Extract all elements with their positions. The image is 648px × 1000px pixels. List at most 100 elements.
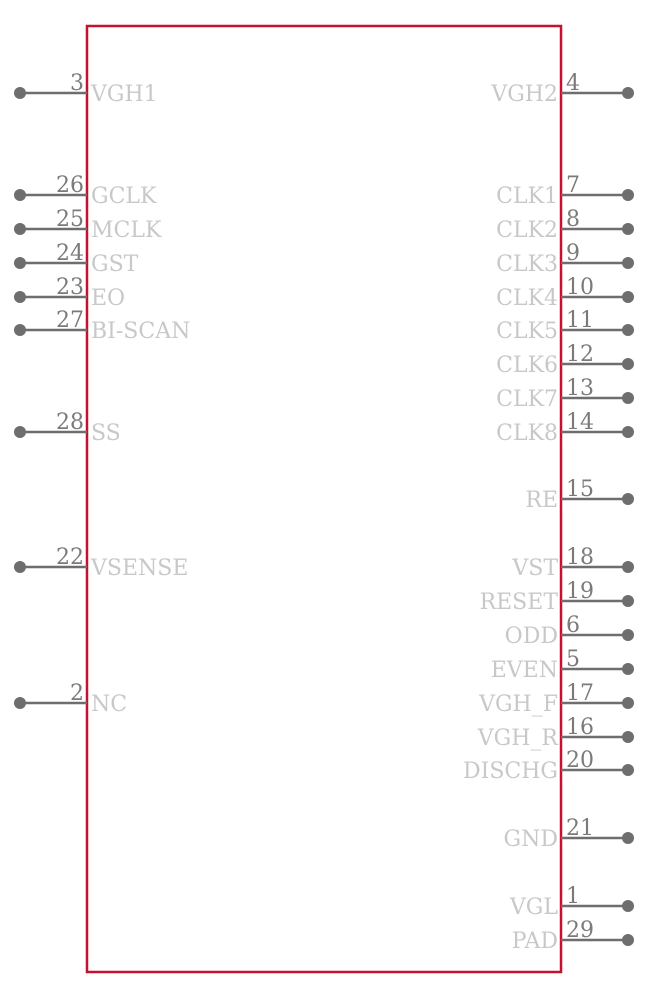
pin-number: 7 [566, 173, 580, 198]
pin-endpoint [622, 731, 634, 743]
pin-endpoint [14, 257, 26, 269]
pin-27: 27 BI-SCAN [14, 308, 190, 344]
pin-endpoint [14, 324, 26, 336]
pin-22: 22 VSENSE [14, 545, 188, 581]
pin-number: 19 [566, 579, 594, 604]
pin-11: 11 CLK5 [496, 308, 634, 344]
pin-number: 5 [566, 647, 580, 672]
pin-name: EO [91, 286, 125, 311]
pin-endpoint [622, 87, 634, 99]
pin-name: VGH_F [478, 692, 558, 717]
pin-name: GCLK [91, 184, 157, 209]
pin-14: 14 CLK8 [496, 410, 634, 446]
pin-endpoint [14, 291, 26, 303]
pin-endpoint [622, 257, 634, 269]
pin-17: 17 VGH_F [478, 681, 634, 717]
pin-endpoint [622, 934, 634, 946]
pin-name: CLK4 [496, 286, 558, 311]
pin-endpoint [622, 595, 634, 607]
component-body [85, 24, 563, 974]
pin-endpoint [622, 223, 634, 235]
pin-name: CLK2 [496, 218, 558, 243]
pin-9: 9 CLK3 [496, 241, 634, 277]
pin-23: 23 EO [14, 275, 125, 311]
pin-29: 29 PAD [512, 918, 634, 954]
pin-6: 6 ODD [505, 613, 634, 649]
pin-endpoint [622, 493, 634, 505]
pin-number: 10 [566, 275, 594, 300]
pin-name: CLK8 [496, 421, 558, 446]
pin-endpoint [14, 561, 26, 573]
pin-endpoint [14, 697, 26, 709]
pin-name: CLK7 [496, 387, 558, 412]
pin-12: 12 CLK6 [496, 342, 634, 378]
pin-endpoint [622, 900, 634, 912]
pin-number: 27 [56, 308, 84, 333]
pin-15: 15 RE [525, 477, 634, 513]
pin-name: DISCHG [463, 759, 558, 784]
pin-endpoint [622, 324, 634, 336]
pin-name: BI-SCAN [91, 319, 190, 344]
pin-number: 22 [56, 545, 84, 570]
pin-name: CLK1 [496, 184, 558, 209]
pin-number: 14 [566, 410, 594, 435]
pin-21: 21 GND [504, 816, 634, 852]
pin-name: GST [91, 252, 139, 277]
pin-name: VGH_R [477, 726, 560, 751]
pin-name: GND [504, 827, 558, 852]
pin-endpoint [14, 189, 26, 201]
pin-number: 17 [566, 681, 594, 706]
pin-number: 24 [56, 241, 84, 266]
pin-name: CLK5 [496, 319, 558, 344]
pin-endpoint [622, 291, 634, 303]
pin-name: VGL [509, 895, 558, 920]
pin-number: 18 [566, 545, 594, 570]
pin-number: 20 [566, 748, 594, 773]
pin-endpoint [622, 764, 634, 776]
pin-number: 6 [566, 613, 580, 638]
pin-name: VST [511, 556, 558, 581]
pin-20: 20 DISCHG [463, 748, 634, 784]
right-pin-group: 4VGH27CLK18CLK29CLK310CLK411CLK512CLK613… [463, 71, 634, 954]
pin-2: 2 NC [14, 681, 127, 717]
pin-name: VGH2 [490, 82, 558, 107]
pin-number: 4 [566, 71, 580, 96]
pin-3: 3 VGH1 [14, 71, 158, 107]
pin-endpoint [622, 663, 634, 675]
pin-number: 12 [566, 342, 594, 367]
pin-number: 9 [566, 241, 580, 266]
pin-endpoint [622, 561, 634, 573]
pin-endpoint [14, 223, 26, 235]
pin-endpoint [622, 189, 634, 201]
pin-number: 3 [70, 71, 84, 96]
pin-24: 24 GST [14, 241, 139, 277]
pin-number: 8 [566, 207, 580, 232]
pin-number: 1 [566, 884, 580, 909]
pin-name: ODD [505, 624, 558, 649]
pin-1: 1 VGL [509, 884, 634, 920]
pin-name: CLK3 [496, 252, 558, 277]
pin-name: EVEN [491, 658, 558, 683]
pin-8: 8 CLK2 [496, 207, 634, 243]
pin-name: VGH1 [90, 82, 158, 107]
pin-5: 5 EVEN [491, 647, 634, 683]
pin-name: VSENSE [90, 556, 188, 581]
pin-26: 26 GCLK [14, 173, 157, 209]
pin-number: 29 [566, 918, 594, 943]
pin-name: NC [91, 692, 127, 717]
pin-number: 28 [56, 410, 84, 435]
pin-name: CLK6 [496, 353, 558, 378]
pin-name: RESET [480, 590, 559, 615]
pin-endpoint [622, 832, 634, 844]
pin-name: RE [525, 488, 558, 513]
pin-19: 19 RESET [480, 579, 634, 615]
pin-18: 18 VST [511, 545, 634, 581]
pin-7: 7 CLK1 [496, 173, 634, 209]
pin-endpoint [622, 392, 634, 404]
pin-number: 15 [566, 477, 594, 502]
pin-number: 2 [70, 681, 84, 706]
pin-name: SS [91, 421, 121, 446]
